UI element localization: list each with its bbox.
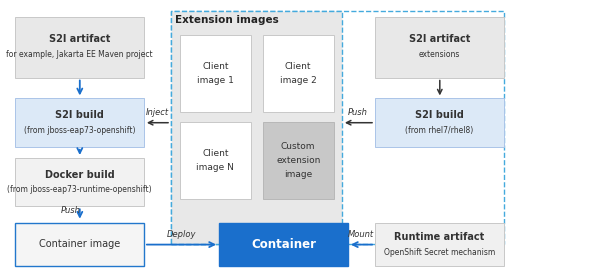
- Text: Container image: Container image: [39, 239, 120, 250]
- FancyBboxPatch shape: [180, 122, 251, 199]
- Text: Client: Client: [285, 62, 311, 71]
- FancyBboxPatch shape: [180, 35, 251, 112]
- Text: S2I build: S2I build: [415, 110, 464, 120]
- Text: Push: Push: [61, 206, 81, 215]
- Text: OpenShift Secret mechanism: OpenShift Secret mechanism: [384, 248, 495, 257]
- Text: (from jboss-eap73-openshift): (from jboss-eap73-openshift): [24, 126, 135, 135]
- Text: image 1: image 1: [197, 76, 234, 85]
- Text: image 2: image 2: [280, 76, 317, 85]
- Text: Docker build: Docker build: [44, 170, 115, 179]
- FancyBboxPatch shape: [171, 11, 342, 244]
- Text: Client: Client: [202, 62, 229, 71]
- Text: Mount: Mount: [348, 230, 374, 239]
- Text: S2I artifact: S2I artifact: [409, 34, 470, 45]
- FancyBboxPatch shape: [15, 223, 144, 266]
- Text: S2I artifact: S2I artifact: [49, 34, 110, 45]
- FancyBboxPatch shape: [15, 17, 144, 78]
- FancyBboxPatch shape: [263, 122, 334, 199]
- FancyBboxPatch shape: [375, 223, 504, 266]
- Text: Client: Client: [202, 149, 229, 158]
- Text: extensions: extensions: [419, 50, 460, 59]
- Text: Runtime artifact: Runtime artifact: [394, 232, 485, 242]
- Text: image: image: [284, 170, 313, 179]
- Text: Deploy: Deploy: [166, 230, 196, 239]
- Text: for example, Jakarta EE Maven project: for example, Jakarta EE Maven project: [6, 50, 153, 59]
- Text: Push: Push: [348, 108, 368, 117]
- FancyBboxPatch shape: [375, 17, 504, 78]
- Text: (from jboss-eap73-runtime-openshift): (from jboss-eap73-runtime-openshift): [7, 185, 152, 194]
- Text: (from rhel7/rhel8): (from rhel7/rhel8): [406, 126, 473, 135]
- Text: Inject: Inject: [146, 108, 169, 117]
- FancyBboxPatch shape: [219, 223, 348, 266]
- FancyBboxPatch shape: [375, 98, 504, 147]
- Text: Custom: Custom: [281, 142, 316, 151]
- Text: Container: Container: [251, 238, 316, 251]
- Text: extension: extension: [276, 156, 320, 165]
- FancyBboxPatch shape: [15, 98, 144, 147]
- Text: S2I build: S2I build: [55, 110, 104, 120]
- Text: Extension images: Extension images: [175, 15, 279, 25]
- Text: image N: image N: [196, 163, 235, 172]
- FancyBboxPatch shape: [15, 158, 144, 206]
- FancyBboxPatch shape: [263, 35, 334, 112]
